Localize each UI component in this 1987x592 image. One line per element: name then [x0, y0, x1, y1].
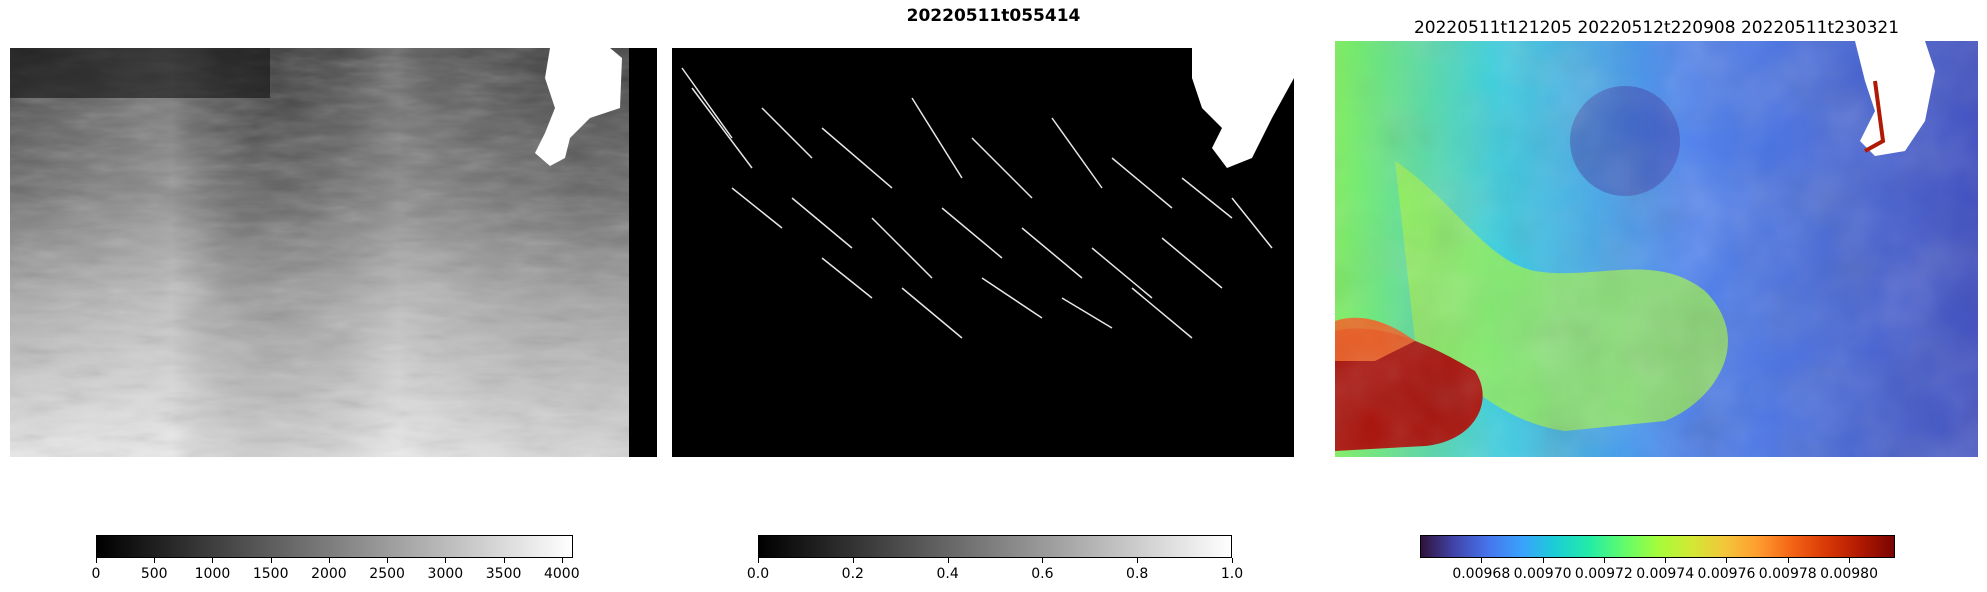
- colorbar-turbo-tick: [1603, 558, 1605, 563]
- colorbar-gray-intensity-tick-label: 2500: [369, 566, 405, 582]
- colorbar-turbo-tick-label: 0.00972: [1574, 566, 1633, 582]
- colorbar-gray-intensity-tick: [154, 558, 156, 563]
- colorbar-binary-tick: [1232, 558, 1233, 563]
- colorbar-gray-intensity-tick-label: 2000: [311, 566, 347, 582]
- panel-title-turbo: 20220511t121205 20220512t220908 20220511…: [1413, 18, 1900, 38]
- colorbar-binary-tick: [947, 558, 949, 563]
- colorbar-binary-tick: [758, 558, 759, 563]
- colorbar-turbo-tick: [1849, 558, 1851, 563]
- colorbar-gray-intensity-tick: [96, 558, 97, 563]
- colorbar-binary-ticks: 0.0 0.2 0.4 0.6 0.8 1.0: [747, 558, 1243, 588]
- colorbar-gray-intensity-tick-label: 3000: [427, 566, 464, 582]
- colorbar-turbo-tick-label: 0.00976: [1697, 566, 1756, 582]
- colorbar-turbo-tick: [1787, 558, 1789, 563]
- colorbar-binary-tick: [852, 558, 854, 563]
- colorbar-binary-tick-label: 0.2: [841, 566, 864, 582]
- colorbar-gray-intensity-tick: [503, 558, 505, 563]
- colorbar-turbo-tick: [1481, 558, 1483, 563]
- panel-chlorophyll-turbo: [1335, 41, 1978, 457]
- panel-raw-intensity: [10, 48, 657, 457]
- colorbar-gray-intensity-tick: [387, 558, 389, 563]
- colorbar-gray-intensity-tick: [212, 558, 214, 563]
- colorbar-binary-tick: [1042, 558, 1044, 563]
- turbo-field-image: [1335, 41, 1978, 457]
- colorbar-turbo-tick-label: 0.00978: [1758, 566, 1817, 582]
- colorbar-gray-intensity: [96, 535, 573, 558]
- colorbar-gray-intensity-ticks: 0 500 1000 1500 2000 2500 3000 3500 4000: [92, 558, 580, 588]
- colorbar-gray-intensity-tick-label: 4000: [543, 566, 580, 582]
- binary-mask-image: [672, 48, 1294, 457]
- colorbar-turbo-tick-label: 0.00974: [1636, 566, 1695, 582]
- colorbar-binary-tick-label: 0.4: [936, 566, 959, 582]
- colorbar-turbo-tick-label: 0.00968: [1452, 566, 1511, 582]
- colorbar-gray-intensity-tick: [328, 558, 330, 563]
- colorbar-turbo-ticks: 0.00968 0.00970 0.00972 0.00974 0.00976 0.009…: [1420, 558, 1895, 588]
- colorbar-binary-tick: [1137, 558, 1139, 563]
- colorbar-binary-tick-label: 1.0: [1220, 566, 1244, 582]
- colorbar-binary: [758, 535, 1232, 558]
- colorbar-binary-tick-label: 0.8: [1126, 566, 1149, 582]
- colorbar-turbo-tick: [1665, 558, 1667, 563]
- colorbar-gray-intensity-tick-label: 0: [91, 566, 101, 582]
- colorbar-binary-tick-label: 0.0: [746, 566, 770, 582]
- colorbar-gray-intensity-tick-label: 500: [140, 566, 168, 582]
- figure-suptitle: 20220511t055414: [906, 6, 1081, 26]
- colorbar-turbo-tick: [1726, 558, 1728, 563]
- colorbar-gray-intensity-tick: [445, 558, 447, 563]
- colorbar-turbo-tick-label: 0.00980: [1820, 566, 1878, 582]
- colorbar-turbo-tick: [1542, 558, 1544, 563]
- colorbar-turbo: [1420, 535, 1895, 558]
- colorbar-gray-intensity-tick: [561, 558, 563, 563]
- colorbar-gray-intensity-tick-label: 1000: [194, 566, 231, 582]
- colorbar-binary-tick-label: 0.6: [1031, 566, 1054, 582]
- raw-intensity-image: [10, 48, 657, 457]
- colorbar-gray-intensity-tick-label: 1500: [252, 566, 289, 582]
- panel-binary-mask: [672, 48, 1294, 457]
- colorbar-gray-intensity-tick-label: 3500: [485, 566, 522, 582]
- colorbar-gray-intensity-tick: [270, 558, 272, 563]
- colorbar-turbo-tick-label: 0.00970: [1513, 566, 1572, 582]
